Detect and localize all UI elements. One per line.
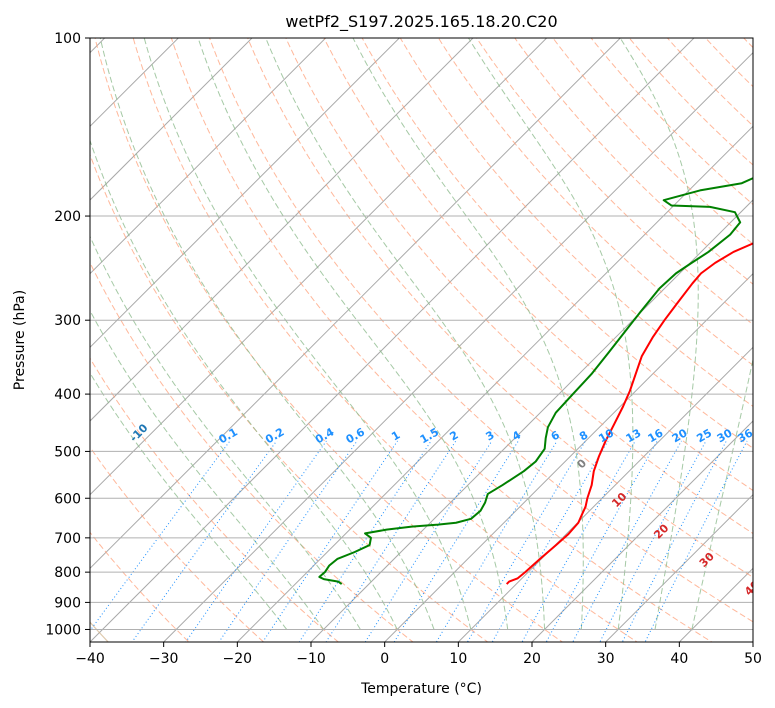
y-tick-label: 500 (54, 444, 81, 460)
plot-frame (89, 37, 754, 643)
mixing-ratio-line (298, 440, 432, 642)
dry-adiabat-line (590, 38, 753, 206)
dry-adiabat-line (552, 38, 753, 245)
mixing-ratio-line (262, 440, 398, 642)
y-axis-label: Pressure (hPa) (12, 290, 28, 390)
isotherm-line (90, 38, 327, 275)
moist-adiabat-line (90, 235, 361, 630)
isotherm-line (310, 199, 753, 642)
y-tick-label: 700 (54, 531, 81, 547)
dry-adiabat-line (437, 38, 753, 366)
y-tick-label: 100 (54, 31, 81, 47)
moist-adiabat-line (352, 38, 584, 630)
x-tick-label: 20 (523, 651, 541, 667)
x-axis-label: Temperature (°C) (360, 681, 482, 697)
moist-adiabat-line (90, 138, 398, 630)
mixing-ratio-line (621, 440, 727, 642)
isotherm-line (236, 125, 753, 642)
mixing-ratio-line (325, 440, 457, 642)
isotherm-line (383, 272, 753, 642)
isotherm-line (90, 38, 180, 128)
y-tick-label: 900 (54, 595, 81, 611)
dry-adiabat-line (247, 38, 753, 578)
plot-area: -100-90-80-70-60-50-40-30-20-100.10.20.4… (90, 38, 762, 642)
x-tick-label: 50 (744, 651, 762, 667)
moist-adiabat-line (197, 38, 509, 630)
x-tick-label: 0 (380, 651, 389, 667)
x-tick-label: 40 (670, 651, 688, 667)
moist-adiabat-line (467, 38, 634, 630)
overlay-labels: -100-90-80-70-60-50-40-30-20-100.10.20.4… (127, 421, 762, 598)
moist-adiabat-line (90, 309, 324, 630)
dewpoint-profile-line (318, 177, 753, 585)
dry-adiabat-line (90, 261, 414, 642)
moist-adiabat-line (99, 38, 435, 630)
isotherm-line (90, 38, 401, 349)
dry-adiabat-line (90, 153, 489, 642)
x-tick-label: −10 (296, 651, 326, 667)
isotherm-line (604, 493, 753, 642)
dry-adiabat-line (132, 38, 638, 642)
mixing-ratio-line (435, 440, 558, 642)
moist-adiabat-line (143, 38, 472, 630)
x-axis-ticks: −40 −30 −20 −10 0 10 20 30 40 50 (75, 642, 762, 667)
x-tick-label: −40 (75, 651, 105, 667)
mixing-ratio-line (218, 440, 358, 642)
mixing-ratio-line (599, 440, 707, 642)
y-tick-label: 200 (54, 209, 81, 225)
dry-adiabat-line (514, 38, 753, 285)
isotherm-mark-label: 40 (742, 578, 762, 598)
dry-adiabat-line (209, 38, 753, 623)
dry-adiabat-line (170, 38, 713, 642)
x-tick-label: 10 (449, 651, 467, 667)
mixing-ratio-line (644, 440, 748, 642)
moist-adiabat-line (619, 38, 699, 630)
moist-adiabat-line (90, 372, 288, 630)
y-axis-ticks: 1000 900 800 700 600 500 400 300 200 100 (45, 31, 90, 638)
y-tick-label: 800 (54, 565, 81, 581)
mixing-ratio-line (466, 440, 586, 642)
dry-adiabat-lines (90, 38, 753, 642)
dry-adiabat-line (90, 357, 340, 642)
pressure-gridlines (90, 38, 753, 630)
mixing-ratio-label: 36 (735, 426, 755, 445)
dry-adiabat-line (323, 38, 753, 492)
mixing-ratio-lines (90, 440, 748, 642)
isotherm-line (90, 38, 548, 496)
isotherm-line (162, 51, 753, 642)
y-tick-label: 1000 (45, 622, 81, 638)
isotherm-line (90, 38, 474, 422)
x-tick-label: 30 (597, 651, 615, 667)
mixing-ratio-line (521, 440, 636, 642)
moist-adiabat-lines (90, 38, 753, 630)
y-tick-label: 300 (54, 313, 81, 329)
x-tick-label: −20 (223, 651, 253, 667)
y-tick-label: 600 (54, 491, 81, 507)
x-tick-label: −30 (149, 651, 179, 667)
mixing-ratio-line (185, 440, 327, 642)
isotherm-line (90, 38, 253, 201)
dry-adiabat-line (90, 531, 190, 642)
temperature-profile-line (505, 242, 753, 585)
chart-title: wetPf2_S197.2025.165.18.20.C20 (285, 12, 557, 32)
sounding-series (318, 177, 753, 585)
y-tick-label: 400 (54, 387, 81, 403)
dry-adiabat-line (285, 38, 753, 535)
isotherm-line (90, 38, 622, 570)
isotherm-line (90, 38, 695, 642)
